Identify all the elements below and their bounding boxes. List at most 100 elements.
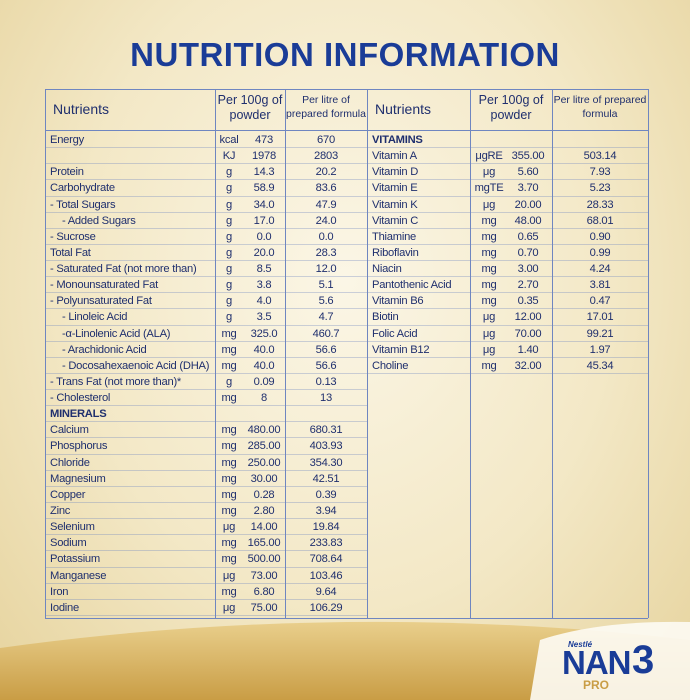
unit: mg bbox=[221, 504, 237, 517]
per-litre: 354.30 bbox=[309, 456, 343, 469]
per-100g: 0.65 bbox=[517, 230, 539, 243]
section-heading: MINERALS bbox=[50, 408, 107, 421]
unit: g bbox=[226, 246, 232, 259]
unit: mg bbox=[221, 327, 237, 340]
unit: KJ bbox=[222, 150, 236, 163]
per-100g: 73.00 bbox=[250, 569, 278, 582]
row-line bbox=[45, 453, 367, 455]
unit: μg bbox=[482, 343, 496, 356]
per-100g: 2.70 bbox=[517, 279, 539, 292]
nutrient-name: Total Fat bbox=[50, 246, 91, 259]
nutrient-name: Vitamin B6 bbox=[372, 295, 424, 308]
per-litre: 19.84 bbox=[312, 521, 340, 534]
nutrient-name: Vitamin D bbox=[372, 166, 419, 179]
per-litre: 103.46 bbox=[309, 569, 343, 582]
header-cell: Per 100g of powder bbox=[217, 93, 283, 122]
per-litre: 42.51 bbox=[312, 472, 340, 485]
row-line bbox=[45, 534, 367, 536]
per-100g: 355.00 bbox=[511, 150, 545, 163]
row-line bbox=[367, 179, 648, 181]
row-line bbox=[45, 437, 367, 439]
nutrient-name: Potassium bbox=[50, 553, 100, 566]
unit: mg bbox=[221, 359, 237, 372]
nutrient-name: Vitamin A bbox=[372, 150, 417, 163]
nutrient-name: Folic Acid bbox=[372, 327, 418, 340]
nutrient-name: Niacin bbox=[372, 263, 402, 276]
per-100g: 0.09 bbox=[253, 375, 275, 388]
per-100g: 20.00 bbox=[514, 198, 542, 211]
per-100g: 0.0 bbox=[256, 230, 272, 243]
per-100g: 40.0 bbox=[253, 359, 275, 372]
per-litre: 28.3 bbox=[315, 246, 337, 259]
unit: g bbox=[226, 295, 232, 308]
header-cell: Per 100g of powder bbox=[478, 93, 544, 122]
row-line bbox=[45, 485, 367, 487]
unit: mg bbox=[221, 472, 237, 485]
unit: g bbox=[226, 375, 232, 388]
nutrient-name: Protein bbox=[50, 166, 84, 179]
row-line bbox=[45, 550, 367, 552]
per-100g: 2.80 bbox=[253, 504, 275, 517]
nutrient-name: Energy bbox=[50, 134, 84, 146]
header-cell: Nutrients bbox=[375, 101, 432, 117]
row-line bbox=[45, 566, 367, 568]
unit: mg bbox=[221, 440, 237, 453]
per-100g: 1.40 bbox=[517, 343, 539, 356]
nutrient-name: - Saturated Fat (not more than) bbox=[50, 263, 197, 276]
row-line bbox=[367, 292, 648, 294]
per-litre: 47.9 bbox=[315, 198, 337, 211]
row-line bbox=[367, 163, 648, 165]
band-shape bbox=[0, 621, 690, 700]
per-litre: 0.0 bbox=[318, 230, 334, 243]
per-litre: 12.0 bbox=[315, 263, 337, 276]
unit: mg bbox=[481, 295, 497, 308]
per-litre: 56.6 bbox=[315, 359, 337, 372]
per-litre: 4.7 bbox=[318, 311, 334, 324]
row-line bbox=[45, 211, 367, 213]
unit: mg bbox=[221, 585, 237, 598]
nutrient-name: - Cholesterol bbox=[50, 392, 111, 405]
per-litre: 68.01 bbox=[586, 214, 614, 227]
row-line bbox=[45, 421, 367, 423]
nutrient-name: Thiamine bbox=[372, 230, 417, 243]
per-100g: 12.00 bbox=[514, 311, 542, 324]
unit: g bbox=[226, 311, 232, 324]
row-line bbox=[45, 582, 367, 584]
per-litre: 106.29 bbox=[309, 601, 343, 614]
per-100g: 1978 bbox=[252, 150, 276, 163]
nutrient-name: - Docosahexaenoic Acid (DHA) bbox=[62, 359, 210, 372]
per-100g: 0.28 bbox=[253, 488, 275, 501]
row-line bbox=[45, 292, 367, 294]
unit: mg bbox=[481, 279, 497, 292]
logo-brand: Nestlé bbox=[568, 640, 593, 649]
per-100g: 4.0 bbox=[256, 295, 272, 308]
row-line bbox=[45, 356, 367, 358]
nutrient-name: - Total Sugars bbox=[50, 198, 116, 211]
logo-backing bbox=[530, 621, 690, 700]
per-litre: 670 bbox=[317, 134, 335, 146]
border bbox=[45, 618, 648, 619]
nutrient-name: Calcium bbox=[50, 424, 89, 437]
unit: mg bbox=[481, 230, 497, 243]
unit: μg bbox=[222, 569, 236, 582]
nutrient-name: Carbohydrate bbox=[50, 182, 115, 195]
per-litre: 0.47 bbox=[589, 295, 611, 308]
unit: g bbox=[226, 214, 232, 227]
nutrient-name: - Arachidonic Acid bbox=[62, 343, 147, 356]
per-litre: 5.1 bbox=[318, 279, 334, 292]
row-line bbox=[367, 340, 648, 342]
per-litre: 99.21 bbox=[586, 327, 614, 340]
per-100g: 75.00 bbox=[250, 601, 278, 614]
row-line bbox=[45, 243, 367, 245]
per-100g: 8.5 bbox=[256, 263, 272, 276]
nutrient-name: Vitamin E bbox=[372, 182, 418, 195]
per-100g: 70.00 bbox=[514, 327, 542, 340]
per-litre: 45.34 bbox=[586, 359, 614, 372]
nutrient-name: Sodium bbox=[50, 537, 87, 550]
per-litre: 24.0 bbox=[315, 214, 337, 227]
unit: g bbox=[226, 263, 232, 276]
title: NUTRITION INFORMATION bbox=[130, 36, 560, 73]
per-100g: 20.0 bbox=[253, 246, 275, 259]
unit: μg bbox=[222, 521, 236, 534]
